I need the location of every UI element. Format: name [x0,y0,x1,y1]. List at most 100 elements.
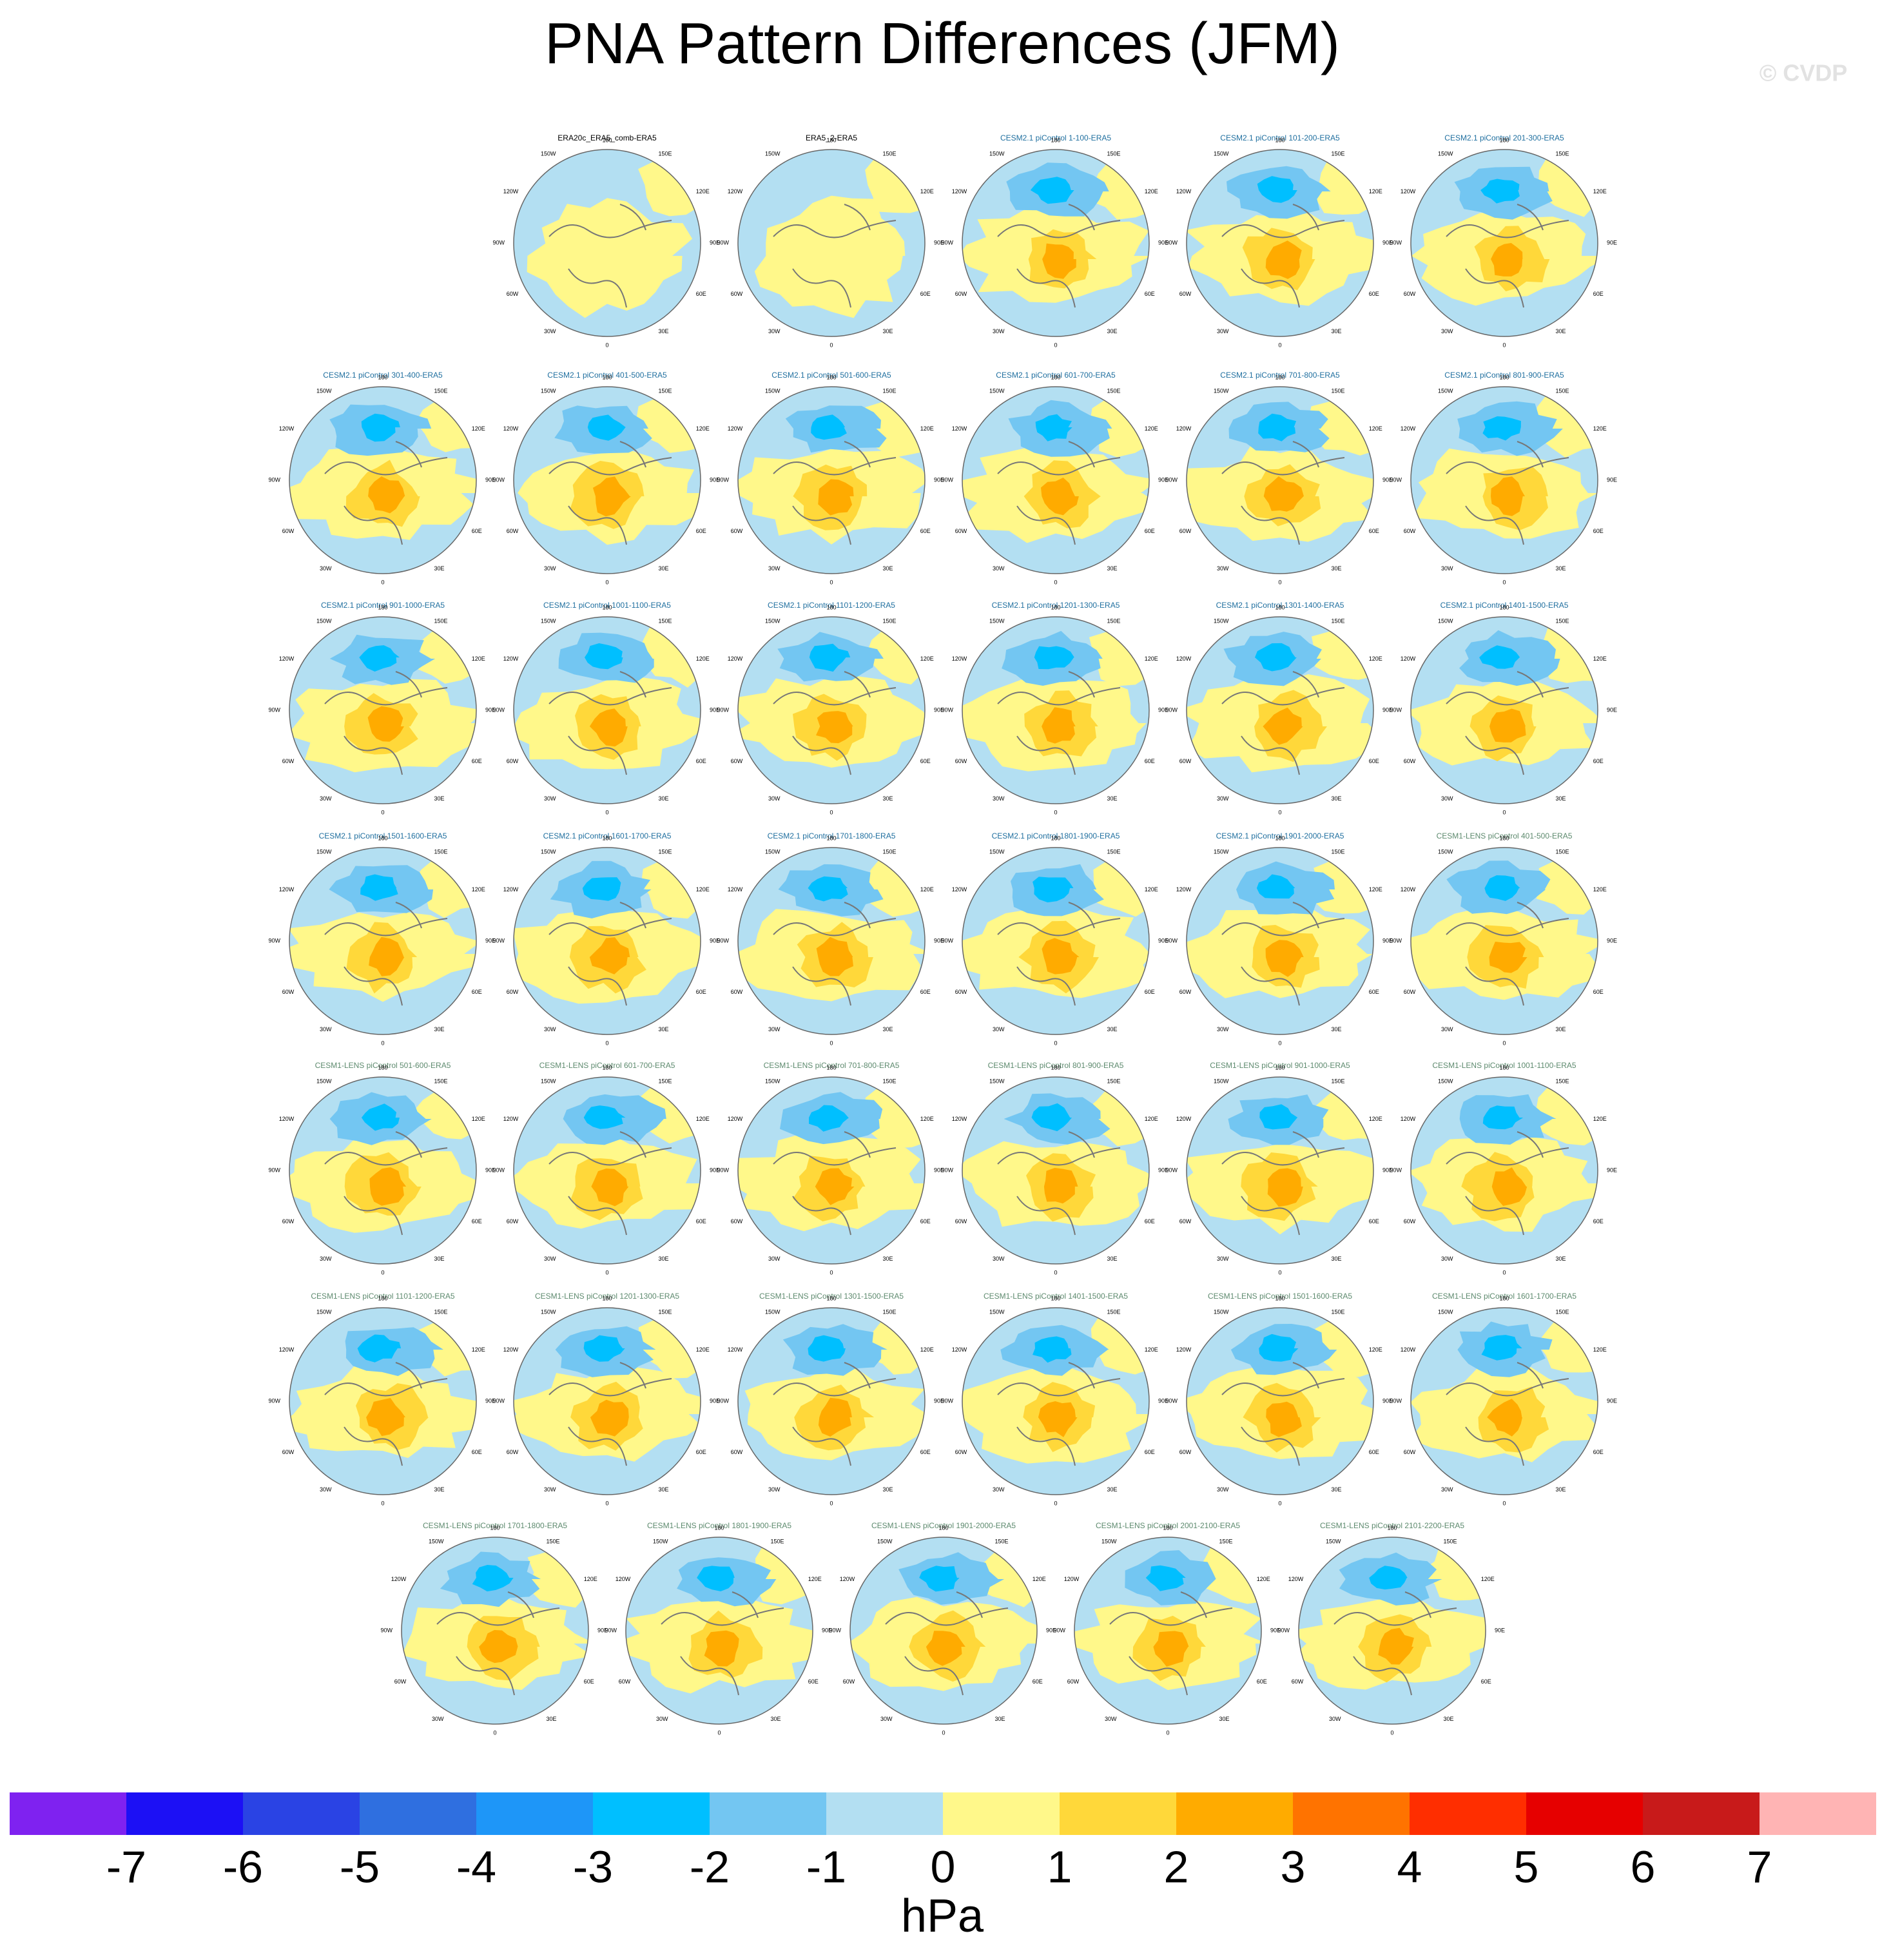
longitude-label: 120E [920,188,934,195]
panel-title: CESM1-LENS piControl 501-600-ERA5 [315,1061,451,1070]
map-field [738,150,925,336]
negative-core [811,414,847,440]
longitude-label: 30W [768,328,781,335]
longitude-label: 150E [1332,151,1345,157]
longitude-label: 180 [826,374,836,380]
coastline [436,1591,560,1696]
positive-core [1263,476,1304,512]
longitude-label: 120E [472,886,485,893]
map-field [1299,1537,1486,1724]
longitude-label: 180 [1275,137,1285,143]
longitude-label: 60E [1369,528,1379,534]
map-outline [1410,1307,1598,1495]
longitude-label: 150W [1214,1309,1229,1315]
longitude-label: 90W [717,1397,729,1404]
longitude-label: 150W [989,151,1005,157]
longitude-label: 90W [1165,476,1178,483]
longitude-label: 120E [696,1116,710,1122]
negative-core [585,643,623,670]
longitude-label: 150E [1556,151,1569,157]
longitude-label: 60W [731,1449,743,1455]
longitude-label: 60W [507,1449,519,1455]
longitude-label: 30W [544,328,556,335]
longitude-label: 90E [934,937,944,944]
positive-core [1265,940,1304,977]
longitude-label: 90W [941,476,953,483]
negative-core [919,1566,960,1592]
longitude-label: 0 [1502,809,1506,815]
longitude-label: 180 [1499,1295,1509,1301]
colorbar-tick-label: 4 [1397,1841,1422,1892]
longitude-label: 150E [434,1078,448,1085]
map-outline [737,386,926,574]
longitude-label: 180 [826,137,836,143]
longitude-label: 90E [710,239,720,246]
positive-core [479,1630,518,1664]
longitude-label: 90E [1607,476,1617,483]
colorbar-box [710,1792,826,1835]
map-field [514,1077,701,1264]
positive-core [366,1398,405,1437]
longitude-label: 60E [1145,528,1155,534]
longitude-label: 180 [1163,1524,1172,1531]
longitude-label: 150E [883,1078,897,1085]
positive-core [369,1167,407,1206]
longitude-label: 180 [826,1064,836,1071]
negative-core [1256,874,1295,899]
longitude-label: 30E [1107,1026,1118,1033]
coastline [1221,204,1345,308]
longitude-label: 0 [493,1729,496,1736]
longitude-label: 90E [934,1397,944,1404]
longitude-label: 90E [1158,1397,1169,1404]
longitude-label: 120W [503,188,519,195]
longitude-label: 60E [472,989,482,995]
coastline [1446,902,1569,1006]
longitude-label: 180 [490,1524,499,1531]
longitude-label: 150W [765,849,781,855]
longitude-label: 60E [584,1678,594,1685]
longitude-label: 0 [1502,579,1506,585]
longitude-label: 120W [1401,655,1416,662]
negative-core [1480,179,1520,204]
map-field [1187,617,1373,804]
longitude-label: 150W [989,1078,1005,1085]
longitude-label: 120W [952,655,967,662]
positive-core [1042,243,1076,279]
longitude-label: 60W [1067,1678,1080,1685]
longitude-label: 180 [602,604,612,610]
longitude-label: 120W [279,655,295,662]
longitude-label: 30W [768,1486,781,1493]
longitude-label: 150W [541,1078,556,1085]
longitude-label: 90E [1382,239,1393,246]
longitude-label: 150W [1214,1078,1229,1085]
coastline [1446,204,1569,308]
longitude-label: 60W [1179,291,1192,297]
longitude-label: 150W [316,1078,332,1085]
longitude-label: 60W [955,291,967,297]
longitude-label: 120E [1145,188,1158,195]
positive-core [1487,1399,1522,1437]
negative-core [583,1335,625,1362]
longitude-label: 0 [1054,1500,1057,1506]
longitude-label: 150W [1438,388,1453,394]
longitude-label: 60W [1179,528,1192,534]
longitude-label: 120E [696,655,710,662]
longitude-label: 120W [616,1576,631,1582]
longitude-label: 0 [605,809,608,815]
longitude-label: 150E [1444,1538,1457,1545]
longitude-label: 90W [941,1167,953,1173]
map-field [1411,1308,1598,1495]
negative-core [582,877,621,901]
longitude-label: 90E [710,937,720,944]
longitude-label: 120W [1401,188,1416,195]
longitude-label: 120E [1033,1576,1046,1582]
longitude-label: 120E [472,655,485,662]
colorbar-tick-label: 7 [1747,1841,1772,1892]
longitude-label: 30W [1105,1716,1117,1722]
